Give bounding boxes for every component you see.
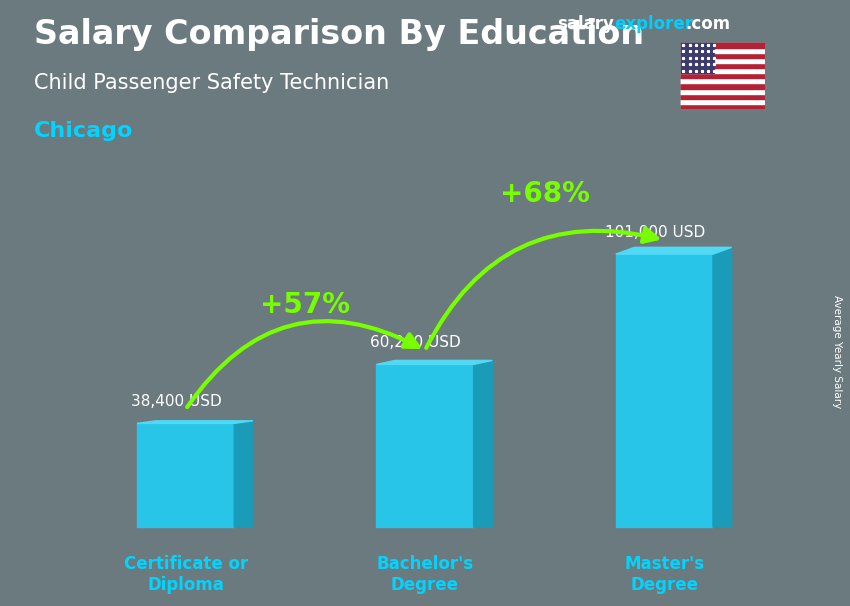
- Text: 38,400 USD: 38,400 USD: [131, 395, 221, 409]
- Text: Chicago: Chicago: [34, 121, 133, 141]
- Polygon shape: [615, 247, 732, 254]
- Text: Master's
Degree: Master's Degree: [624, 555, 705, 594]
- Bar: [680, 42, 714, 73]
- Bar: [680, 58, 765, 63]
- Text: Average Yearly Salary: Average Yearly Salary: [832, 295, 842, 408]
- Text: 101,000 USD: 101,000 USD: [604, 225, 705, 240]
- Polygon shape: [137, 421, 253, 424]
- Bar: [680, 47, 765, 53]
- Text: Certificate or
Diploma: Certificate or Diploma: [123, 555, 247, 594]
- Text: +68%: +68%: [500, 181, 590, 208]
- Bar: [680, 78, 765, 84]
- Bar: [680, 104, 765, 109]
- Bar: [680, 63, 765, 68]
- Text: Bachelor's
Degree: Bachelor's Degree: [377, 555, 473, 594]
- Bar: [680, 84, 765, 88]
- Polygon shape: [235, 421, 253, 527]
- Text: Salary Comparison By Education: Salary Comparison By Education: [34, 18, 644, 51]
- Text: explorer: explorer: [615, 15, 694, 33]
- Bar: [137, 424, 235, 527]
- Bar: [680, 73, 765, 78]
- Text: .com: .com: [685, 15, 730, 33]
- Bar: [680, 88, 765, 94]
- Bar: [680, 42, 765, 47]
- Bar: [680, 68, 765, 73]
- Bar: [615, 254, 713, 527]
- Polygon shape: [713, 247, 732, 527]
- Bar: [680, 94, 765, 99]
- Bar: [680, 99, 765, 104]
- Text: Child Passenger Safety Technician: Child Passenger Safety Technician: [34, 73, 389, 93]
- Bar: [377, 364, 473, 527]
- Polygon shape: [377, 361, 492, 364]
- Text: salary: salary: [557, 15, 614, 33]
- Bar: [680, 53, 765, 58]
- Text: +57%: +57%: [260, 291, 350, 319]
- Text: 60,200 USD: 60,200 USD: [370, 335, 461, 350]
- Polygon shape: [473, 361, 492, 527]
